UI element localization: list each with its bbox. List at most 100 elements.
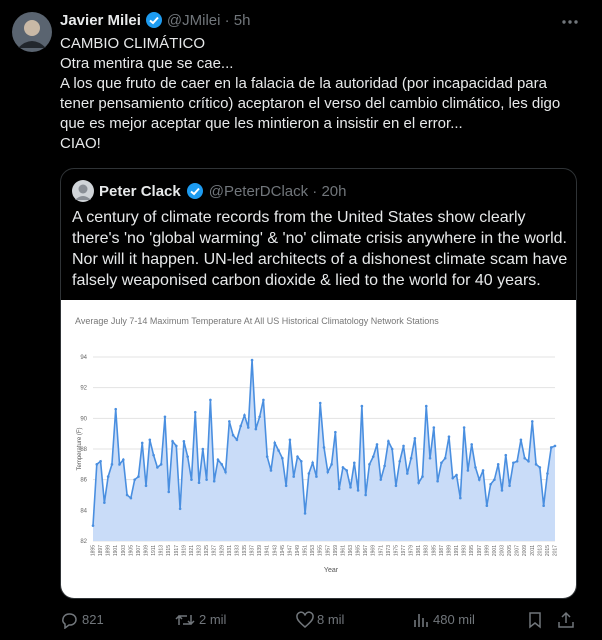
repost-icon[interactable] [175,611,195,629]
x-tick-label: 2015 [545,545,551,556]
point [315,475,318,478]
point [140,441,144,445]
x-tick-label: 1937 [250,545,256,556]
y-tick-label: 88 [80,447,87,453]
x-tick-label: 1923 [197,545,203,556]
y-axis-label: Temperature (F) [77,427,83,470]
point [368,463,371,466]
point [474,466,477,469]
point [318,401,322,405]
quote-author-row: Peter Clack @PeterDClack · 20h [72,180,347,202]
avatar[interactable] [12,12,52,52]
point [470,443,473,446]
x-tick-label: 1907 [136,545,142,556]
point [508,484,511,488]
point [462,426,466,429]
x-tick-label: 2003 [499,545,505,556]
point [284,484,288,488]
x-tick-label: 1945 [280,545,286,556]
x-tick-label: 1913 [159,545,165,556]
chart: Average July 7-14 Maximum Temperature At… [61,300,576,598]
point [455,473,458,477]
point [394,484,398,488]
point [447,435,451,439]
x-tick-label: 2009 [522,545,528,556]
x-tick-label: 1981 [416,545,422,556]
point [175,444,178,448]
x-tick-label: 1971 [378,545,384,556]
author-meta: @JMilei · 5h [166,11,251,29]
point [534,463,538,466]
point [296,455,299,458]
more-button[interactable] [560,14,580,30]
point [512,461,515,465]
x-tick-label: 2011 [530,545,536,556]
point [341,466,345,469]
point [530,420,534,423]
point [114,407,118,411]
x-tick-label: 1965 [356,545,362,556]
y-tick-label: 86 [80,478,87,484]
x-tick-label: 1987 [439,545,445,556]
point [424,404,428,408]
x-tick-label: 1983 [424,545,430,556]
reply-icon[interactable] [60,611,78,629]
point [459,496,462,500]
point [345,469,349,472]
x-tick-label: 1947 [287,545,293,556]
point [220,463,224,466]
x-tick-label: 1919 [181,545,187,556]
y-tick-label: 94 [80,355,87,361]
point [148,438,152,442]
point [129,496,133,500]
point [326,470,330,474]
x-tick-label: 1927 [212,545,218,556]
share-icon[interactable] [557,611,575,629]
quote-author-meta: @PeterDClack · 20h [208,182,347,200]
point [167,490,171,494]
point [212,479,216,483]
point [125,493,129,497]
x-tick-label: 1973 [386,545,392,556]
views-icon[interactable] [412,611,430,629]
x-tick-label: 1901 [113,545,119,556]
x-tick-label: 1951 [303,545,309,556]
x-tick-label: 2001 [492,545,498,556]
x-tick-label: 1993 [462,545,468,556]
point [360,404,364,408]
point [322,446,326,449]
point [387,440,390,443]
verified-badge [145,12,162,28]
x-tick-label: 1895 [91,545,97,556]
point [311,461,314,465]
point [409,456,413,460]
point [231,433,235,437]
point [288,438,292,442]
point [235,438,239,442]
point [485,504,489,508]
author-name[interactable]: Javier Milei [60,11,141,29]
x-tick-label: 1985 [431,545,437,556]
chart-title: Average July 7-14 Maximum Temperature At… [75,316,439,326]
point [493,478,496,481]
point [262,398,265,402]
text-line: CAMBIO CLIMÁTICO [60,35,206,52]
point [99,459,102,463]
x-tick-label: 1953 [310,545,316,556]
point [182,440,186,443]
x-tick-label: 2013 [537,545,543,556]
views-count: 480 mil [433,612,475,627]
quote-text: A century of climate records from the Un… [72,209,568,289]
bookmark-icon[interactable] [527,611,543,629]
verified-badge [186,183,203,199]
point [216,458,220,462]
x-tick-label: 1955 [318,545,324,556]
like-icon[interactable] [296,611,314,629]
point [477,478,481,481]
point [201,447,205,451]
point [527,459,530,463]
point [106,475,110,478]
quote-card[interactable]: Peter Clack @PeterDClack · 20h A century… [60,168,577,599]
x-tick-label: 1897 [98,545,104,556]
x-tick-label: 1989 [446,545,452,556]
